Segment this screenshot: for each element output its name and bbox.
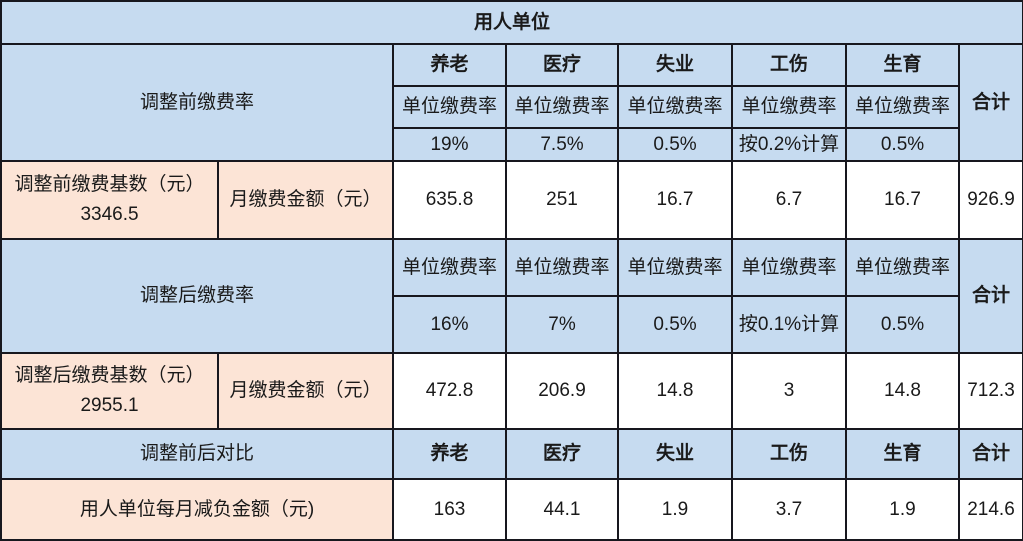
amount-after-maternity: 14.8 — [845, 352, 960, 430]
comparison-header-medical: 医疗 — [505, 428, 619, 480]
savings-injury: 3.7 — [731, 478, 847, 541]
section-label-before-rates: 调整前缴费率 — [0, 43, 394, 162]
amount-after-total: 712.3 — [957, 352, 1023, 430]
savings-medical: 44.1 — [505, 478, 619, 541]
rate-before-injury: 按0.2%计算 — [731, 127, 847, 162]
amount-before-total: 926.9 — [957, 160, 1023, 240]
col-header-pension: 养老 — [392, 43, 507, 87]
section-label-after-rates: 调整后缴费率 — [0, 238, 394, 354]
amount-before-injury: 6.7 — [731, 160, 847, 240]
col-header-total: 合计 — [957, 43, 1023, 162]
rate-after-maternity: 0.5% — [845, 295, 960, 354]
unit-rate-label-pension-before: 单位缴费率 — [392, 85, 507, 129]
amount-before-unemployment: 16.7 — [617, 160, 733, 240]
comparison-header-injury: 工伤 — [731, 428, 847, 480]
table-title: 用人单位 — [0, 0, 1023, 45]
savings-total: 214.6 — [957, 478, 1023, 541]
col-header-injury: 工伤 — [731, 43, 847, 87]
amount-before-maternity: 16.7 — [845, 160, 960, 240]
rate-after-unemployment: 0.5% — [617, 295, 733, 354]
rate-before-unemployment: 0.5% — [617, 127, 733, 162]
base-before-cell: 调整前缴费基数（元） 3346.5 — [0, 160, 219, 240]
unit-rate-label-injury-after: 单位缴费率 — [731, 238, 847, 297]
amount-before-pension: 635.8 — [392, 160, 507, 240]
rate-after-injury: 按0.1%计算 — [731, 295, 847, 354]
rate-after-pension: 16% — [392, 295, 507, 354]
unit-rate-label-medical-after: 单位缴费率 — [505, 238, 619, 297]
rate-before-maternity: 0.5% — [845, 127, 960, 162]
savings-unemployment: 1.9 — [617, 478, 733, 541]
col-header-medical: 医疗 — [505, 43, 619, 87]
col-header-total-after: 合计 — [957, 238, 1023, 354]
comparison-header-total: 合计 — [957, 428, 1023, 480]
unit-rate-label-unemployment-before: 单位缴费率 — [617, 85, 733, 129]
unit-rate-label-unemployment-after: 单位缴费率 — [617, 238, 733, 297]
savings-pension: 163 — [392, 478, 507, 541]
monthly-amount-label-after: 月缴费金额（元） — [217, 352, 394, 430]
base-after-value: 2955.1 — [80, 395, 139, 416]
unit-rate-label-injury-before: 单位缴费率 — [731, 85, 847, 129]
base-after-label: 调整后缴费基数（元） — [14, 364, 205, 386]
monthly-amount-label-before: 月缴费金额（元） — [217, 160, 394, 240]
rate-before-pension: 19% — [392, 127, 507, 162]
base-after-cell: 调整后缴费基数（元） 2955.1 — [0, 352, 219, 430]
unit-rate-label-medical-before: 单位缴费率 — [505, 85, 619, 129]
amount-before-medical: 251 — [505, 160, 619, 240]
comparison-header-unemployment: 失业 — [617, 428, 733, 480]
comparison-header-pension: 养老 — [392, 428, 507, 480]
unit-rate-label-maternity-before: 单位缴费率 — [845, 85, 960, 129]
savings-row-label: 用人单位每月减负金额（元) — [0, 478, 394, 541]
unit-rate-label-pension-after: 单位缴费率 — [392, 238, 507, 297]
unit-rate-label-maternity-after: 单位缴费率 — [845, 238, 960, 297]
col-header-maternity: 生育 — [845, 43, 960, 87]
section-label-comparison: 调整前后对比 — [0, 428, 394, 480]
base-before-value: 3346.5 — [80, 204, 139, 225]
base-before-label: 调整前缴费基数（元） — [14, 173, 205, 195]
comparison-header-maternity: 生育 — [845, 428, 960, 480]
savings-maternity: 1.9 — [845, 478, 960, 541]
col-header-unemployment: 失业 — [617, 43, 733, 87]
amount-after-pension: 472.8 — [392, 352, 507, 430]
amount-after-medical: 206.9 — [505, 352, 619, 430]
amount-after-injury: 3 — [731, 352, 847, 430]
rate-after-medical: 7% — [505, 295, 619, 354]
amount-after-unemployment: 14.8 — [617, 352, 733, 430]
rate-before-medical: 7.5% — [505, 127, 619, 162]
